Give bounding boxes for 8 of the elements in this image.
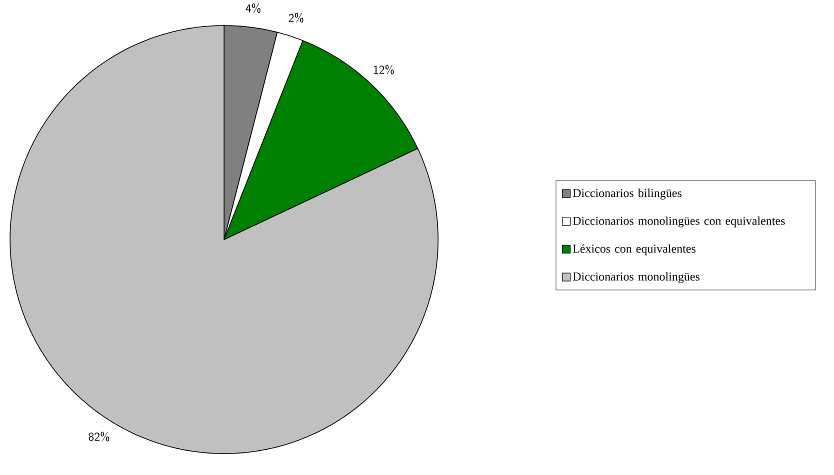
legend-label: Diccionarios bilingües: [572, 188, 682, 200]
legend-label: Diccionarios monolingües con equivalentes: [572, 216, 785, 228]
data-label: 4%: [246, 3, 260, 13]
data-label: 2%: [288, 12, 304, 23]
legend-label: Léxicos con equivalentes: [572, 244, 696, 256]
data-label: 82%: [88, 432, 110, 442]
legend-label: Diccionarios monolingües: [572, 272, 700, 284]
data-label: 12%: [374, 64, 394, 74]
